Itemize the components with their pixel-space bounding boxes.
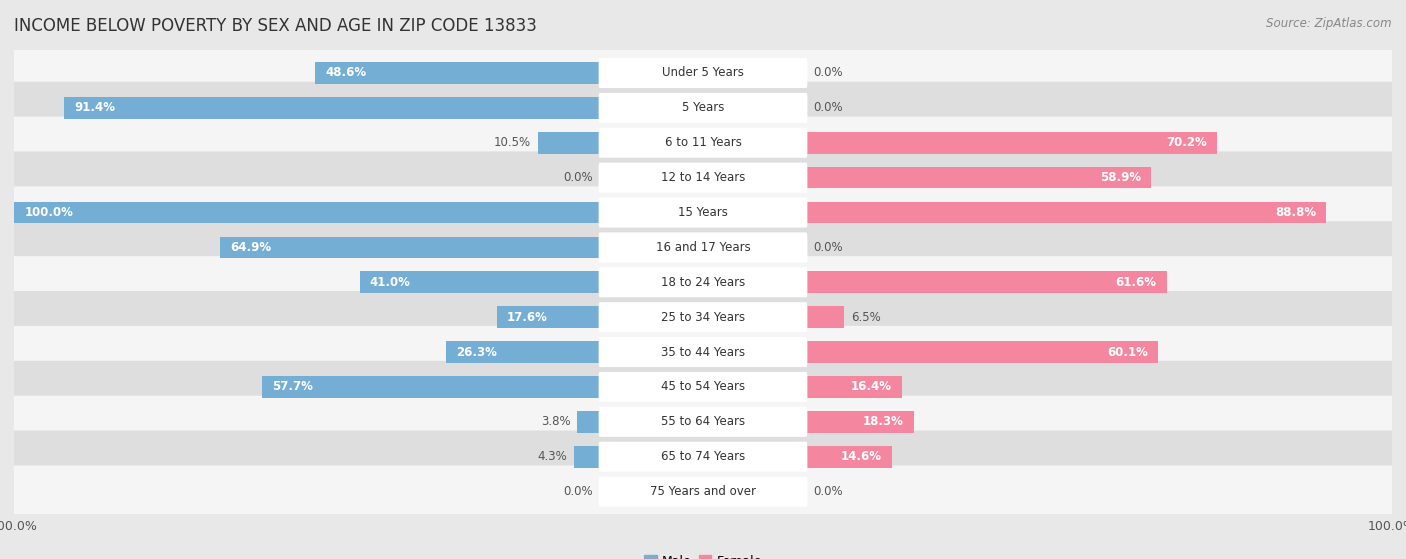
Text: Source: ZipAtlas.com: Source: ZipAtlas.com bbox=[1267, 17, 1392, 30]
Text: 0.0%: 0.0% bbox=[813, 241, 842, 254]
Bar bbox=[807, 132, 1218, 154]
Bar bbox=[315, 62, 599, 84]
Bar bbox=[807, 376, 903, 398]
Text: 12 to 14 Years: 12 to 14 Years bbox=[661, 171, 745, 184]
Bar bbox=[262, 376, 599, 398]
FancyBboxPatch shape bbox=[599, 197, 807, 228]
Text: 18 to 24 Years: 18 to 24 Years bbox=[661, 276, 745, 289]
Bar bbox=[578, 411, 599, 433]
Bar bbox=[219, 236, 599, 258]
Text: 3.8%: 3.8% bbox=[541, 415, 571, 428]
Text: 61.6%: 61.6% bbox=[1116, 276, 1157, 289]
Text: 55 to 64 Years: 55 to 64 Years bbox=[661, 415, 745, 428]
Text: 0.0%: 0.0% bbox=[564, 485, 593, 498]
FancyBboxPatch shape bbox=[599, 302, 807, 332]
Text: 18.3%: 18.3% bbox=[862, 415, 903, 428]
Bar bbox=[807, 167, 1152, 188]
FancyBboxPatch shape bbox=[13, 151, 1393, 206]
Bar bbox=[807, 202, 1326, 224]
FancyBboxPatch shape bbox=[13, 466, 1393, 519]
FancyBboxPatch shape bbox=[599, 128, 807, 158]
Text: 0.0%: 0.0% bbox=[564, 171, 593, 184]
Text: 17.6%: 17.6% bbox=[508, 311, 548, 324]
Text: INCOME BELOW POVERTY BY SEX AND AGE IN ZIP CODE 13833: INCOME BELOW POVERTY BY SEX AND AGE IN Z… bbox=[14, 17, 537, 35]
Text: 57.7%: 57.7% bbox=[273, 381, 314, 394]
Legend: Male, Female: Male, Female bbox=[640, 550, 766, 559]
FancyBboxPatch shape bbox=[599, 163, 807, 193]
FancyBboxPatch shape bbox=[13, 117, 1393, 170]
Text: 45 to 54 Years: 45 to 54 Years bbox=[661, 381, 745, 394]
Text: 75 Years and over: 75 Years and over bbox=[650, 485, 756, 498]
FancyBboxPatch shape bbox=[13, 396, 1393, 450]
Text: 0.0%: 0.0% bbox=[813, 485, 842, 498]
Bar bbox=[807, 411, 914, 433]
Text: 35 to 44 Years: 35 to 44 Years bbox=[661, 345, 745, 358]
Text: 100.0%: 100.0% bbox=[24, 206, 73, 219]
Text: 91.4%: 91.4% bbox=[75, 101, 115, 115]
Text: 25 to 34 Years: 25 to 34 Years bbox=[661, 311, 745, 324]
FancyBboxPatch shape bbox=[599, 407, 807, 437]
Text: 14.6%: 14.6% bbox=[841, 450, 882, 463]
Bar bbox=[807, 306, 845, 328]
FancyBboxPatch shape bbox=[599, 58, 807, 88]
FancyBboxPatch shape bbox=[13, 326, 1393, 380]
Text: 88.8%: 88.8% bbox=[1275, 206, 1316, 219]
Bar bbox=[538, 132, 599, 154]
Text: 70.2%: 70.2% bbox=[1167, 136, 1208, 149]
Text: 10.5%: 10.5% bbox=[494, 136, 531, 149]
FancyBboxPatch shape bbox=[599, 442, 807, 472]
FancyBboxPatch shape bbox=[599, 267, 807, 297]
Text: 4.3%: 4.3% bbox=[538, 450, 568, 463]
Text: 0.0%: 0.0% bbox=[813, 101, 842, 115]
FancyBboxPatch shape bbox=[13, 47, 1393, 101]
FancyBboxPatch shape bbox=[13, 82, 1393, 136]
Bar bbox=[807, 272, 1167, 293]
FancyBboxPatch shape bbox=[13, 186, 1393, 240]
FancyBboxPatch shape bbox=[599, 93, 807, 123]
FancyBboxPatch shape bbox=[599, 337, 807, 367]
Bar bbox=[65, 97, 599, 119]
FancyBboxPatch shape bbox=[599, 477, 807, 506]
FancyBboxPatch shape bbox=[13, 256, 1393, 310]
FancyBboxPatch shape bbox=[13, 361, 1393, 415]
Text: 16.4%: 16.4% bbox=[851, 381, 891, 394]
FancyBboxPatch shape bbox=[13, 291, 1393, 345]
Text: 6 to 11 Years: 6 to 11 Years bbox=[665, 136, 741, 149]
FancyBboxPatch shape bbox=[13, 430, 1393, 485]
FancyBboxPatch shape bbox=[599, 233, 807, 262]
Text: 64.9%: 64.9% bbox=[231, 241, 271, 254]
Text: Under 5 Years: Under 5 Years bbox=[662, 67, 744, 79]
FancyBboxPatch shape bbox=[599, 372, 807, 402]
Text: 16 and 17 Years: 16 and 17 Years bbox=[655, 241, 751, 254]
Bar bbox=[807, 446, 891, 467]
Bar bbox=[496, 306, 599, 328]
Bar bbox=[807, 341, 1159, 363]
Bar bbox=[360, 272, 599, 293]
Bar bbox=[446, 341, 599, 363]
Text: 60.1%: 60.1% bbox=[1107, 345, 1147, 358]
Text: 58.9%: 58.9% bbox=[1099, 171, 1140, 184]
Bar bbox=[575, 446, 599, 467]
Text: 26.3%: 26.3% bbox=[456, 345, 496, 358]
Text: 65 to 74 Years: 65 to 74 Years bbox=[661, 450, 745, 463]
Text: 0.0%: 0.0% bbox=[813, 67, 842, 79]
Text: 15 Years: 15 Years bbox=[678, 206, 728, 219]
Text: 5 Years: 5 Years bbox=[682, 101, 724, 115]
Text: 41.0%: 41.0% bbox=[370, 276, 411, 289]
FancyBboxPatch shape bbox=[13, 221, 1393, 276]
Text: 6.5%: 6.5% bbox=[851, 311, 882, 324]
Bar bbox=[14, 202, 599, 224]
Text: 48.6%: 48.6% bbox=[325, 67, 367, 79]
